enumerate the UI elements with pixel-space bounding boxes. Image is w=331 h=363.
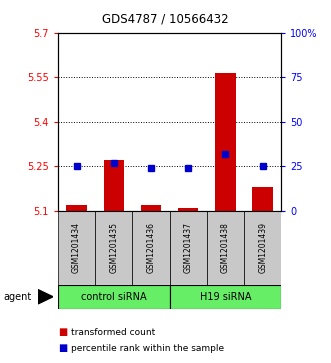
- Text: transformed count: transformed count: [71, 328, 156, 337]
- Bar: [141, 205, 161, 211]
- Text: ■: ■: [58, 343, 67, 354]
- Bar: [58, 285, 169, 309]
- Bar: [66, 205, 87, 211]
- Text: GSM1201436: GSM1201436: [147, 222, 156, 273]
- Text: ■: ■: [58, 327, 67, 337]
- Bar: [169, 285, 281, 309]
- Bar: [178, 208, 199, 211]
- Bar: [253, 187, 273, 211]
- Polygon shape: [38, 290, 53, 304]
- Bar: [244, 211, 281, 285]
- Bar: [215, 73, 236, 211]
- Text: GSM1201438: GSM1201438: [221, 222, 230, 273]
- Text: GSM1201437: GSM1201437: [184, 222, 193, 273]
- Text: agent: agent: [3, 292, 31, 302]
- Bar: [58, 211, 95, 285]
- Bar: [169, 211, 207, 285]
- Text: H19 siRNA: H19 siRNA: [200, 292, 251, 302]
- Text: GSM1201435: GSM1201435: [109, 222, 118, 273]
- Text: GDS4787 / 10566432: GDS4787 / 10566432: [102, 13, 229, 26]
- Text: control siRNA: control siRNA: [81, 292, 147, 302]
- Text: GSM1201434: GSM1201434: [72, 222, 81, 273]
- Bar: [104, 160, 124, 211]
- Text: percentile rank within the sample: percentile rank within the sample: [71, 344, 224, 353]
- Bar: [207, 211, 244, 285]
- Bar: [132, 211, 169, 285]
- Text: GSM1201439: GSM1201439: [258, 222, 267, 273]
- Bar: [95, 211, 132, 285]
